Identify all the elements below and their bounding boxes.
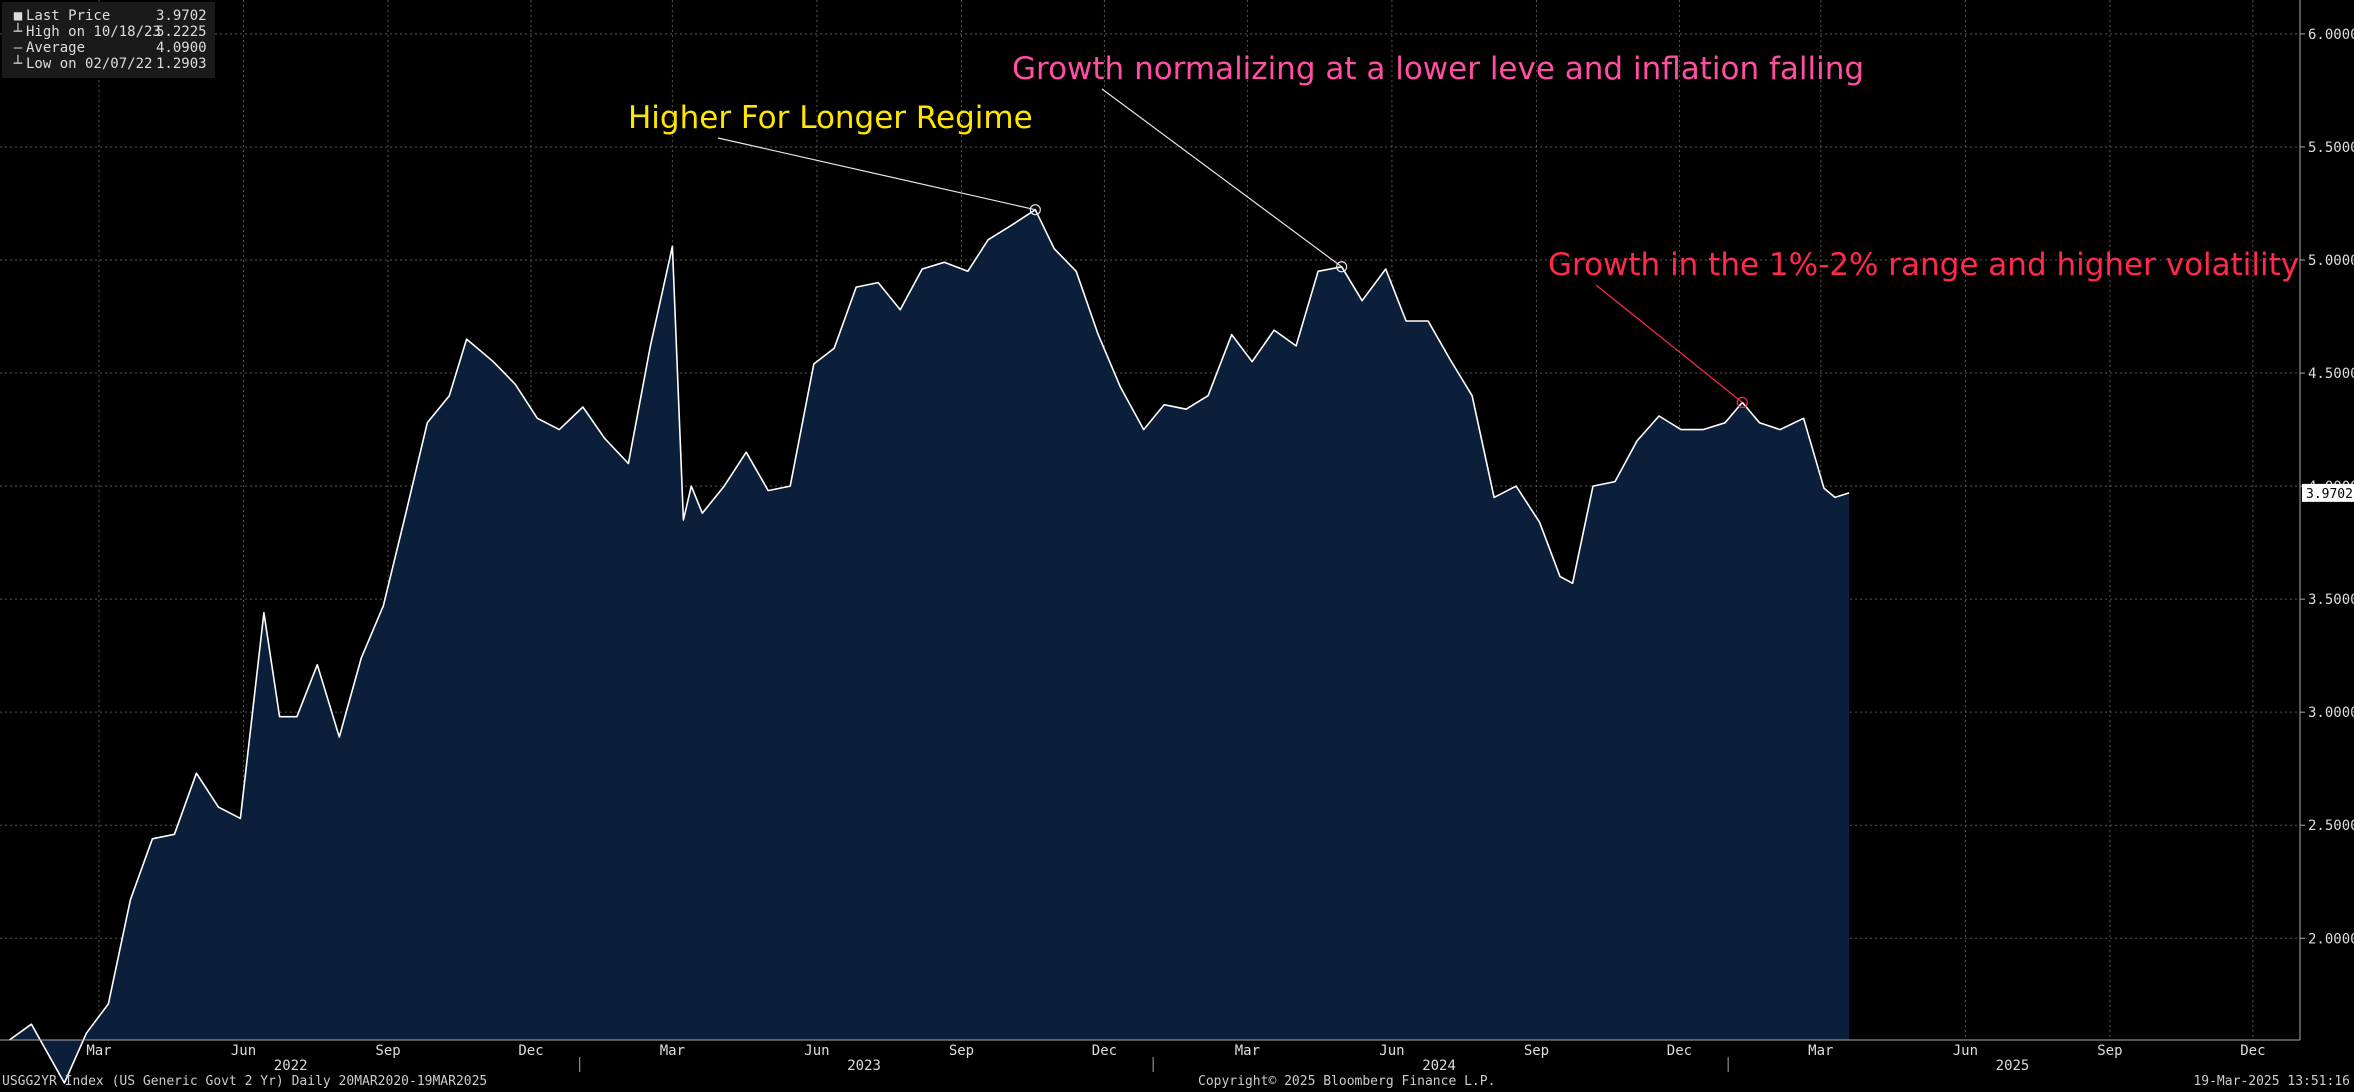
y-tick-label: 3.5000 [2308, 592, 2354, 608]
legend-low-icon: ┴ [13, 56, 23, 72]
year-label: 2022 [274, 1058, 308, 1074]
legend-label: Low on 02/07/22 [26, 56, 153, 72]
footer-copyright: Copyright© 2025 Bloomberg Finance L.P. [1198, 1074, 1496, 1089]
y-tick-label: 2.5000 [2308, 818, 2354, 834]
y-tick-label: 3.0000 [2308, 705, 2354, 721]
annotation-marker [1029, 204, 1041, 216]
legend-item-last-price: ■ Last Price 3.9702 [10, 8, 207, 24]
last-value-box [2302, 483, 2354, 502]
legend-value: 5.2225 [156, 24, 207, 40]
legend-value: 3.9702 [156, 8, 207, 24]
year-label: 2025 [1996, 1058, 2030, 1074]
legend-label: Last Price [26, 8, 111, 24]
annotation-marker [1736, 396, 1748, 409]
y-tick-label: 6.0000 [2308, 27, 2354, 43]
annotation-growth-range: Growth in the 1%-2% range and higher vol… [1548, 247, 2300, 283]
y-tick-label: 5.5000 [2308, 140, 2354, 156]
x-tick-label: Jun [1379, 1043, 1404, 1059]
x-tick-label: Dec [1092, 1043, 1117, 1059]
legend-average-icon: – [13, 40, 23, 56]
last-value-label: 3.9702 [2306, 487, 2353, 502]
x-tick-label: Sep [1524, 1043, 1549, 1059]
x-tick-label: Sep [375, 1043, 400, 1059]
legend-high-icon: ┴ [13, 24, 23, 40]
x-tick-label: Mar [660, 1043, 685, 1059]
x-tick-label: Dec [518, 1043, 543, 1059]
y-tick-label: 4.5000 [2308, 366, 2354, 382]
annotation-growth-normalizing: Growth normalizing at a lower leve and i… [1012, 51, 1865, 87]
y-tick-label: 2.0000 [2308, 931, 2354, 947]
legend-value: 4.0900 [156, 40, 207, 56]
annotation-marker [1336, 261, 1348, 273]
footer-timestamp: 19-Mar-2025 13:51:16 [2193, 1074, 2350, 1089]
annotation-leaders [717, 88, 1748, 409]
annotation-leader [1595, 284, 1743, 403]
annotation-leader [1101, 88, 1343, 268]
x-tick-label: Dec [2240, 1043, 2265, 1059]
legend-label: Average [26, 40, 86, 56]
x-tick-label: Jun [231, 1043, 256, 1059]
x-tick-label: Mar [1235, 1043, 1260, 1059]
series-line [8, 208, 1850, 1084]
x-tick-label: Dec [1667, 1043, 1692, 1059]
legend-item-low: ┴ Low on 02/07/22 1.2903 [10, 56, 207, 72]
series-area [8, 208, 1850, 1084]
legend-item-high: ┴ High on 10/18/23 5.2225 [10, 24, 207, 40]
annotation-leader [717, 137, 1036, 211]
x-tick-label: Sep [2097, 1043, 2122, 1059]
year-label: 2024 [1422, 1058, 1456, 1074]
x-tick-label: Mar [86, 1043, 111, 1059]
y-tick-label: 5.0000 [2308, 253, 2354, 269]
x-tick-label: Jun [1953, 1043, 1978, 1059]
legend-last-price-icon: ■ [13, 8, 23, 24]
legend-label: High on 10/18/23 [26, 24, 161, 40]
series-area-fill [9, 209, 1850, 1083]
legend-value: 1.2903 [156, 56, 207, 72]
year-label: 2023 [847, 1058, 881, 1074]
legend-item-average: – Average 4.0900 [10, 40, 207, 56]
x-tick-label: Sep [949, 1043, 974, 1059]
x-tick-label: Mar [1808, 1043, 1833, 1059]
legend: ■ Last Price 3.9702 ┴ High on 10/18/23 5… [2, 2, 215, 78]
x-tick-label: Jun [804, 1043, 829, 1059]
footer-ticker: USGG2YR Index (US Generic Govt 2 Yr) Dai… [2, 1074, 488, 1089]
annotation-higher-for-longer: Higher For Longer Regime [628, 100, 1033, 136]
